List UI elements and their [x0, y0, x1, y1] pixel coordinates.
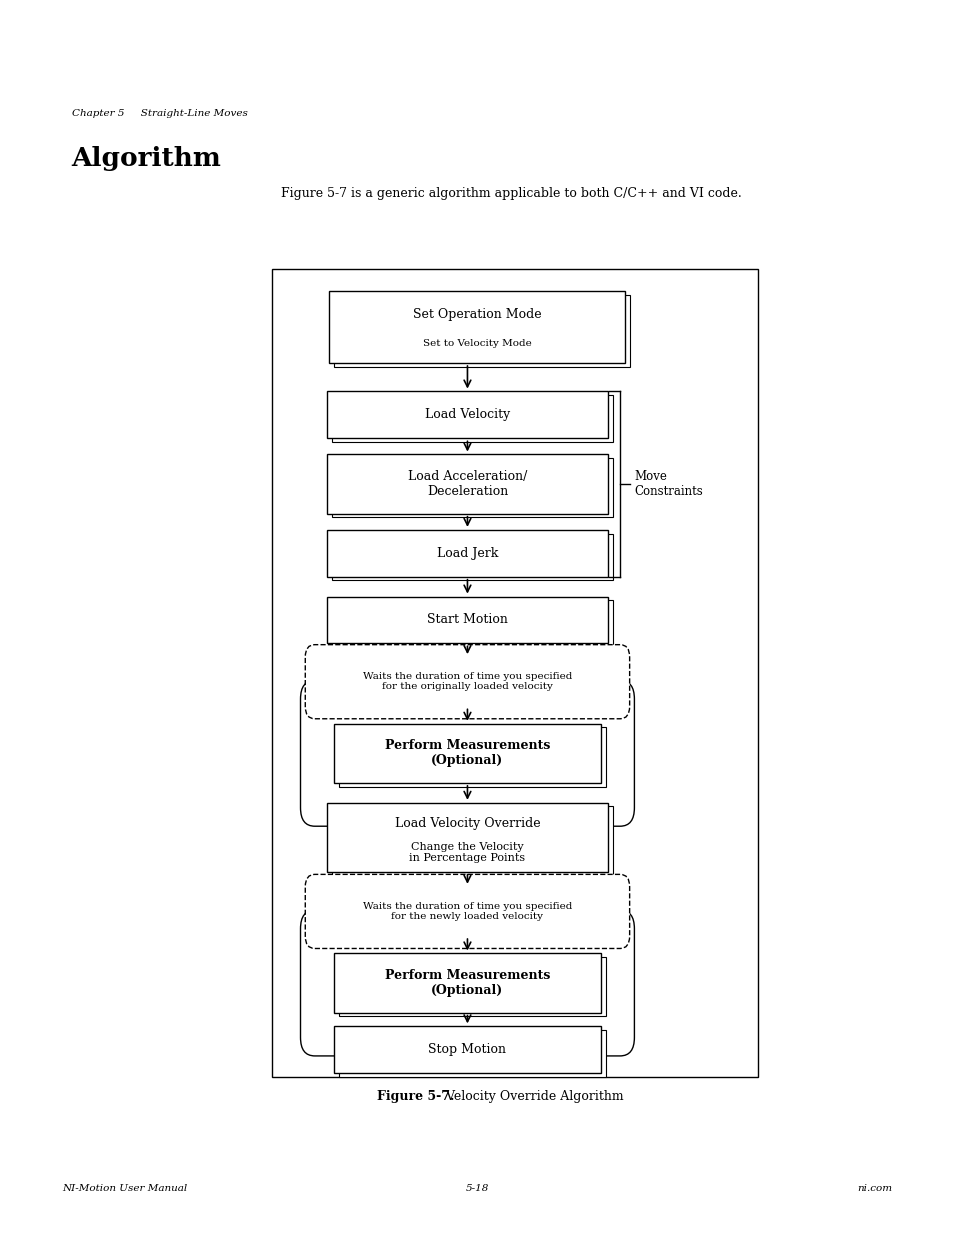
- Text: Waits the duration of time you specified
for the originally loaded velocity: Waits the duration of time you specified…: [362, 672, 572, 692]
- FancyBboxPatch shape: [326, 803, 607, 872]
- Text: Change the Velocity
in Percentage Points: Change the Velocity in Percentage Points: [409, 842, 525, 863]
- Text: Stop Motion: Stop Motion: [428, 1044, 506, 1056]
- FancyBboxPatch shape: [272, 269, 758, 1077]
- FancyBboxPatch shape: [332, 806, 613, 876]
- Text: Perform Measurements
(Optional): Perform Measurements (Optional): [384, 740, 550, 767]
- Text: Figure 5-7 is a generic algorithm applicable to both C/C++ and VI code.: Figure 5-7 is a generic algorithm applic…: [281, 188, 741, 200]
- Text: Load Velocity Override: Load Velocity Override: [395, 818, 539, 830]
- Text: 5-18: 5-18: [465, 1183, 488, 1193]
- Text: ni.com: ni.com: [856, 1183, 891, 1193]
- FancyBboxPatch shape: [329, 291, 624, 363]
- Text: Load Acceleration/
Deceleration: Load Acceleration/ Deceleration: [407, 471, 527, 498]
- Text: Velocity Override Algorithm: Velocity Override Algorithm: [434, 1091, 623, 1103]
- FancyBboxPatch shape: [334, 1026, 600, 1073]
- FancyBboxPatch shape: [305, 645, 629, 719]
- FancyBboxPatch shape: [300, 680, 634, 826]
- FancyBboxPatch shape: [334, 724, 600, 783]
- FancyBboxPatch shape: [332, 458, 613, 517]
- Text: Load Velocity: Load Velocity: [424, 409, 510, 421]
- Text: Move
Constraints: Move Constraints: [634, 471, 702, 498]
- FancyBboxPatch shape: [305, 874, 629, 948]
- Text: Figure 5-7.: Figure 5-7.: [376, 1091, 454, 1103]
- FancyBboxPatch shape: [332, 534, 613, 580]
- FancyBboxPatch shape: [338, 1030, 605, 1077]
- Text: Set to Velocity Mode: Set to Velocity Mode: [422, 338, 531, 347]
- Text: Waits the duration of time you specified
for the newly loaded velocity: Waits the duration of time you specified…: [362, 902, 572, 921]
- FancyBboxPatch shape: [326, 391, 607, 438]
- FancyBboxPatch shape: [326, 597, 607, 643]
- FancyBboxPatch shape: [326, 530, 607, 577]
- FancyBboxPatch shape: [334, 295, 629, 367]
- Text: Chapter 5     Straight-Line Moves: Chapter 5 Straight-Line Moves: [71, 109, 247, 119]
- FancyBboxPatch shape: [338, 727, 605, 787]
- Text: NI-Motion User Manual: NI-Motion User Manual: [62, 1183, 187, 1193]
- FancyBboxPatch shape: [332, 395, 613, 442]
- FancyBboxPatch shape: [326, 454, 607, 514]
- FancyBboxPatch shape: [332, 600, 613, 647]
- Text: Perform Measurements
(Optional): Perform Measurements (Optional): [384, 969, 550, 997]
- Text: Algorithm: Algorithm: [71, 146, 221, 170]
- FancyBboxPatch shape: [334, 953, 600, 1013]
- FancyBboxPatch shape: [300, 910, 634, 1056]
- Text: Load Jerk: Load Jerk: [436, 547, 497, 559]
- Text: Start Motion: Start Motion: [427, 614, 507, 626]
- Text: Set Operation Mode: Set Operation Mode: [413, 308, 540, 321]
- FancyBboxPatch shape: [338, 957, 605, 1016]
